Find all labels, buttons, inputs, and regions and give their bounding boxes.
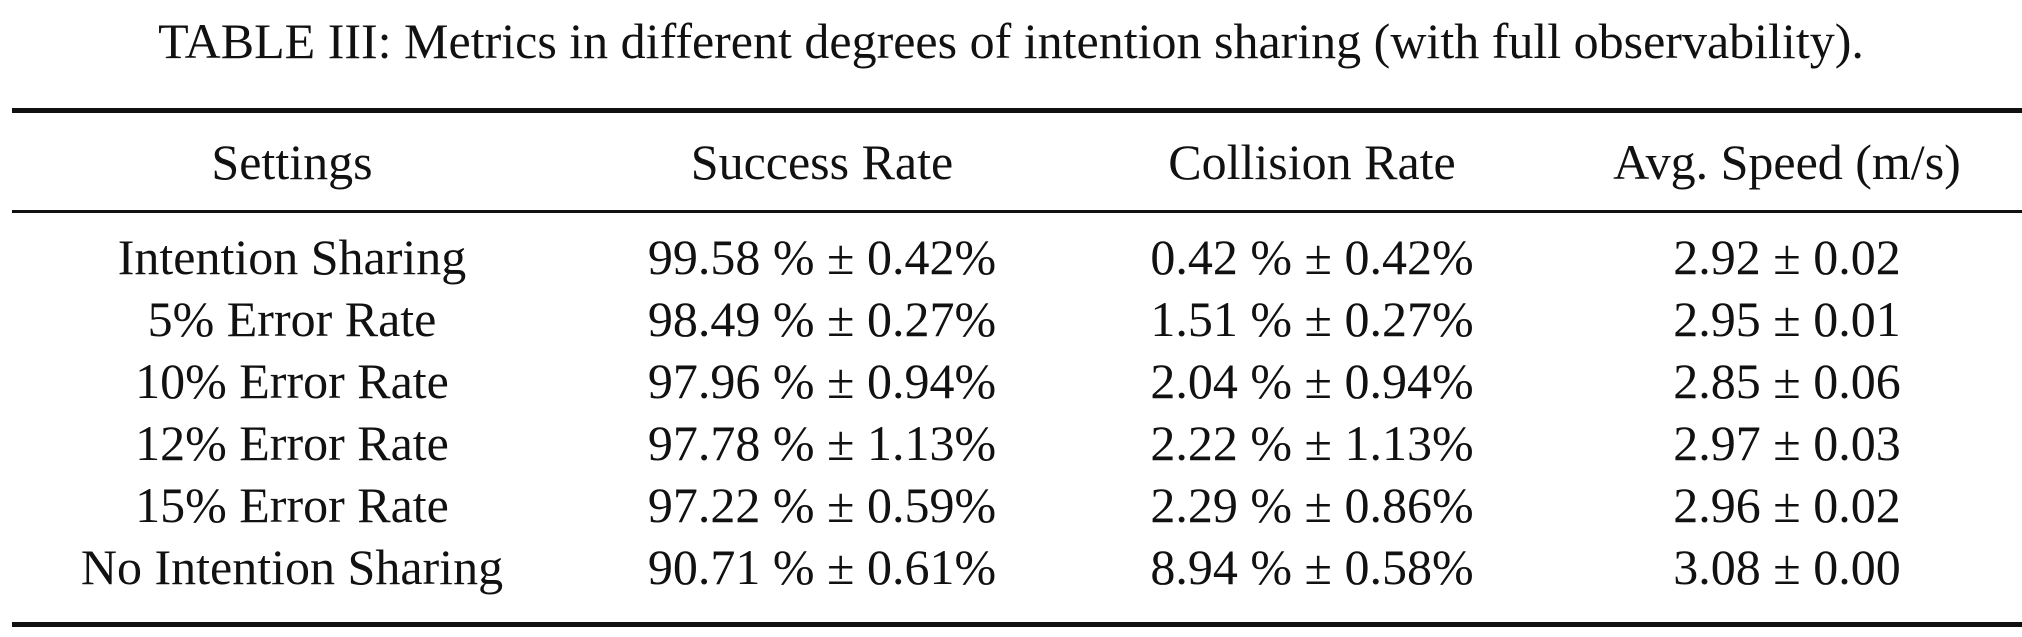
cell-settings: Intention Sharing (117, 229, 467, 285)
cell-success-rate: 97.96 % ± 0.94% (647, 353, 997, 409)
cell-success-rate: 97.22 % ± 0.59% (647, 477, 997, 533)
cell-collision-rate: 1.51 % ± 0.27% (1150, 291, 1474, 347)
cell-settings: 15% Error Rate (135, 477, 449, 533)
cell-collision-rate: 2.22 % ± 1.13% (1150, 415, 1474, 471)
cell-settings: No Intention Sharing (80, 539, 504, 595)
header-settings: Settings (211, 134, 373, 190)
cell-avg-speed: 2.92 ± 0.02 (1673, 229, 1901, 285)
cell-settings: 5% Error Rate (147, 291, 437, 347)
cell-avg-speed: 2.97 ± 0.03 (1673, 415, 1901, 471)
table-row: No Intention Sharing 90.71 % ± 0.61% 8.9… (12, 536, 2022, 598)
header-success-rate: Success Rate (690, 134, 954, 190)
table-caption: TABLE III: Metrics in different degrees … (158, 13, 1864, 69)
top-rule (12, 108, 2022, 113)
table-row: 12% Error Rate 97.78 % ± 1.13% 2.22 % ± … (12, 412, 2022, 474)
cell-collision-rate: 8.94 % ± 0.58% (1150, 539, 1474, 595)
cell-avg-speed: 2.85 ± 0.06 (1673, 353, 1901, 409)
cell-settings: 10% Error Rate (135, 353, 449, 409)
cell-avg-speed: 3.08 ± 0.00 (1673, 539, 1901, 595)
header-row: Settings Success Rate Collision Rate Avg… (12, 118, 2022, 206)
bottom-rule (12, 622, 2022, 627)
table-header: Settings Success Rate Collision Rate Avg… (12, 118, 2022, 206)
table-row: 10% Error Rate 97.96 % ± 0.94% 2.04 % ± … (12, 350, 2022, 412)
cell-success-rate: 90.71 % ± 0.61% (647, 539, 997, 595)
cell-avg-speed: 2.96 ± 0.02 (1673, 477, 1901, 533)
cell-settings: 12% Error Rate (135, 415, 449, 471)
cell-avg-speed: 2.95 ± 0.01 (1673, 291, 1901, 347)
metrics-table: Intention Sharing 99.58 % ± 0.42% 0.42 %… (12, 226, 2022, 598)
cell-success-rate: 98.49 % ± 0.27% (647, 291, 997, 347)
cell-collision-rate: 2.04 % ± 0.94% (1150, 353, 1474, 409)
cell-collision-rate: 2.29 % ± 0.86% (1150, 477, 1474, 533)
cell-success-rate: 97.78 % ± 1.13% (647, 415, 997, 471)
table-row: Intention Sharing 99.58 % ± 0.42% 0.42 %… (12, 226, 2022, 288)
table-row: 5% Error Rate 98.49 % ± 0.27% 1.51 % ± 0… (12, 288, 2022, 350)
header-avg-speed: Avg. Speed (m/s) (1613, 134, 1961, 190)
header-collision-rate: Collision Rate (1168, 134, 1456, 190)
cell-success-rate: 99.58 % ± 0.42% (647, 229, 997, 285)
table-row: 15% Error Rate 97.22 % ± 0.59% 2.29 % ± … (12, 474, 2022, 536)
header-rule (12, 210, 2022, 213)
cell-collision-rate: 0.42 % ± 0.42% (1150, 229, 1474, 285)
